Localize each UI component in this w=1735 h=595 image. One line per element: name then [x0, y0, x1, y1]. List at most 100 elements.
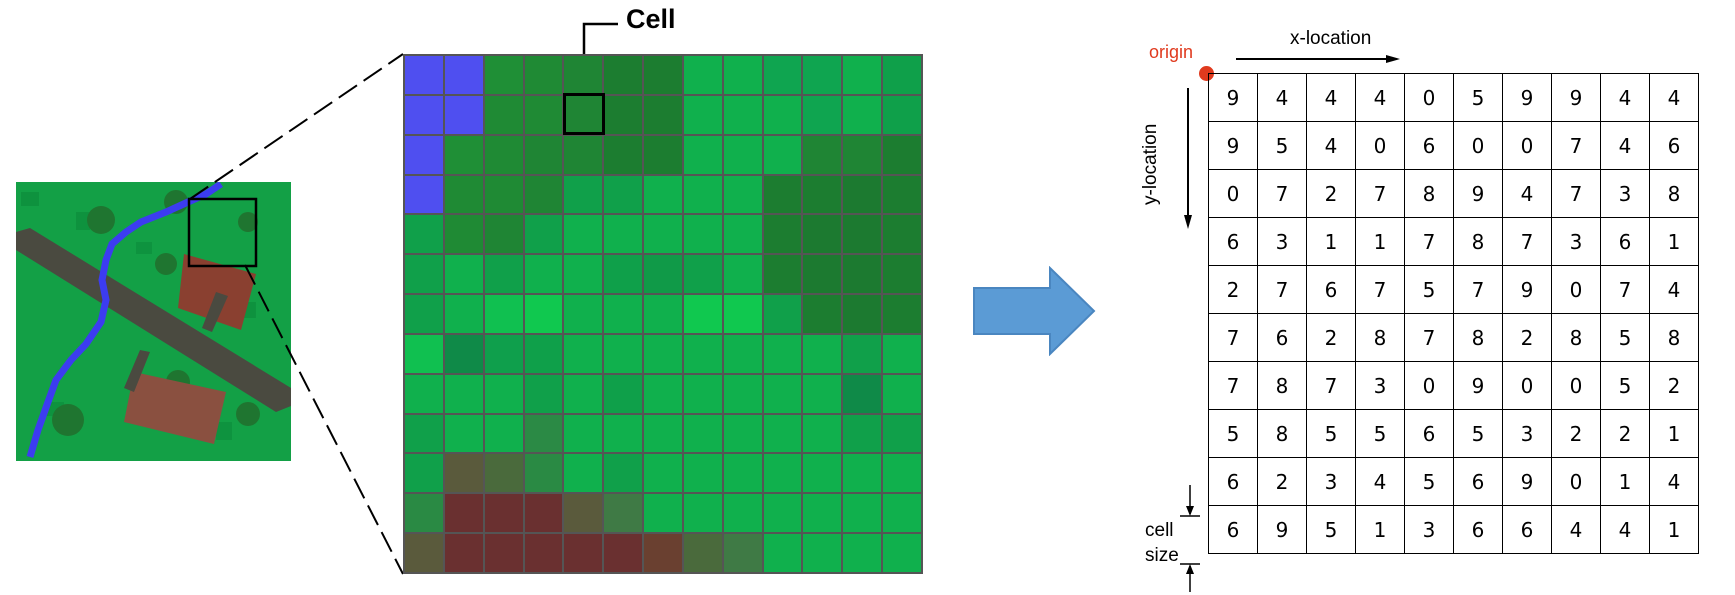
grid-pixel: [723, 215, 762, 254]
cell-size-label-line1: cell: [1145, 520, 1174, 541]
raster-cell: 5: [1306, 409, 1356, 458]
grid-pixel: [763, 95, 802, 134]
raster-cell: 5: [1208, 409, 1258, 458]
raster-cell: 8: [1551, 313, 1601, 362]
grid-pixel: [723, 334, 762, 373]
raster-cell: 2: [1600, 409, 1650, 458]
grid-pixel: [484, 56, 523, 94]
grid-pixel: [564, 334, 603, 373]
raster-cell: 6: [1404, 409, 1454, 458]
grid-pixel: [444, 215, 483, 254]
raster-cell: 6: [1453, 457, 1503, 506]
grid-pixel: [883, 454, 921, 493]
grid-pixel: [843, 95, 882, 134]
grid-pixel: [803, 374, 842, 413]
raster-cell: 5: [1600, 361, 1650, 410]
grid-pixel: [604, 295, 643, 333]
raster-cell: 2: [1502, 313, 1552, 362]
raster-cell: 0: [1551, 265, 1601, 314]
grid-pixel: [644, 215, 682, 254]
raster-cell: 8: [1257, 361, 1307, 410]
grid-pixel: [883, 255, 921, 294]
grid-pixel: [484, 255, 523, 294]
grid-pixel: [763, 295, 802, 333]
grid-pixel: [405, 414, 443, 453]
grid-pixel: [883, 215, 921, 254]
grid-pixel: [803, 135, 842, 174]
grid-pixel: [803, 494, 842, 533]
grid-pixel: [763, 175, 802, 214]
grid-pixel: [763, 56, 802, 94]
grid-pixel: [524, 534, 563, 572]
raster-cell: 9: [1502, 73, 1552, 122]
raster-cell: 4: [1600, 505, 1650, 554]
grid-pixel: [883, 135, 921, 174]
raster-cell: 8: [1404, 169, 1454, 218]
grid-pixel: [683, 534, 722, 572]
raster-cell: 8: [1355, 313, 1405, 362]
grid-pixel: [444, 454, 483, 493]
zoom-line-top: [189, 53, 404, 200]
grid-pixel: [444, 494, 483, 533]
raster-cell: 7: [1551, 121, 1601, 170]
grid-pixel: [604, 255, 643, 294]
grid-pixel: [564, 215, 603, 254]
grid-pixel: [644, 255, 682, 294]
raster-cell: 0: [1208, 169, 1258, 218]
raster-cell: 4: [1306, 121, 1356, 170]
grid-pixel: [604, 175, 643, 214]
raster-cell: 0: [1502, 361, 1552, 410]
grid-pixel: [803, 414, 842, 453]
grid-pixel: [405, 454, 443, 493]
grid-pixel: [405, 334, 443, 373]
cell-highlight-box: [563, 93, 605, 135]
grid-pixel: [564, 295, 603, 333]
raster-cell: 9: [1502, 457, 1552, 506]
cell-label: Cell: [626, 4, 676, 34]
grid-pixel: [843, 414, 882, 453]
grid-pixel: [883, 494, 921, 533]
raster-cell: 1: [1649, 409, 1699, 458]
grid-pixel: [723, 374, 762, 413]
grid-pixel: [564, 95, 603, 134]
grid-pixel: [524, 374, 563, 413]
grid-pixel: [683, 295, 722, 333]
raster-cell: 6: [1208, 505, 1258, 554]
grid-pixel: [524, 95, 563, 134]
grid-pixel: [683, 95, 722, 134]
grid-pixel: [763, 374, 802, 413]
raster-cell: 5: [1257, 121, 1307, 170]
grid-pixel: [444, 135, 483, 174]
grid-pixel: [843, 494, 882, 533]
grid-pixel: [604, 454, 643, 493]
raster-cell: 4: [1257, 73, 1307, 122]
raster-cell: 4: [1551, 505, 1601, 554]
grid-pixel: [683, 215, 722, 254]
grid-pixel: [484, 334, 523, 373]
raster-cell: 6: [1306, 265, 1356, 314]
grid-pixel: [803, 95, 842, 134]
grid-pixel: [524, 454, 563, 493]
grid-pixel: [564, 255, 603, 294]
grid-pixel: [723, 295, 762, 333]
raster-cell: 5: [1355, 409, 1405, 458]
raster-cell: 5: [1306, 505, 1356, 554]
grid-pixel: [484, 175, 523, 214]
grid-pixel: [803, 534, 842, 572]
raster-cell: 4: [1649, 73, 1699, 122]
raster-cell: 7: [1208, 313, 1258, 362]
raster-cell: 0: [1453, 121, 1503, 170]
grid-pixel: [405, 95, 443, 134]
raster-cell: 2: [1306, 313, 1356, 362]
raster-cell: 1: [1600, 457, 1650, 506]
grid-pixel: [524, 494, 563, 533]
raster-cell: 7: [1355, 265, 1405, 314]
raster-cell: 1: [1649, 505, 1699, 554]
grid-pixel: [803, 295, 842, 333]
